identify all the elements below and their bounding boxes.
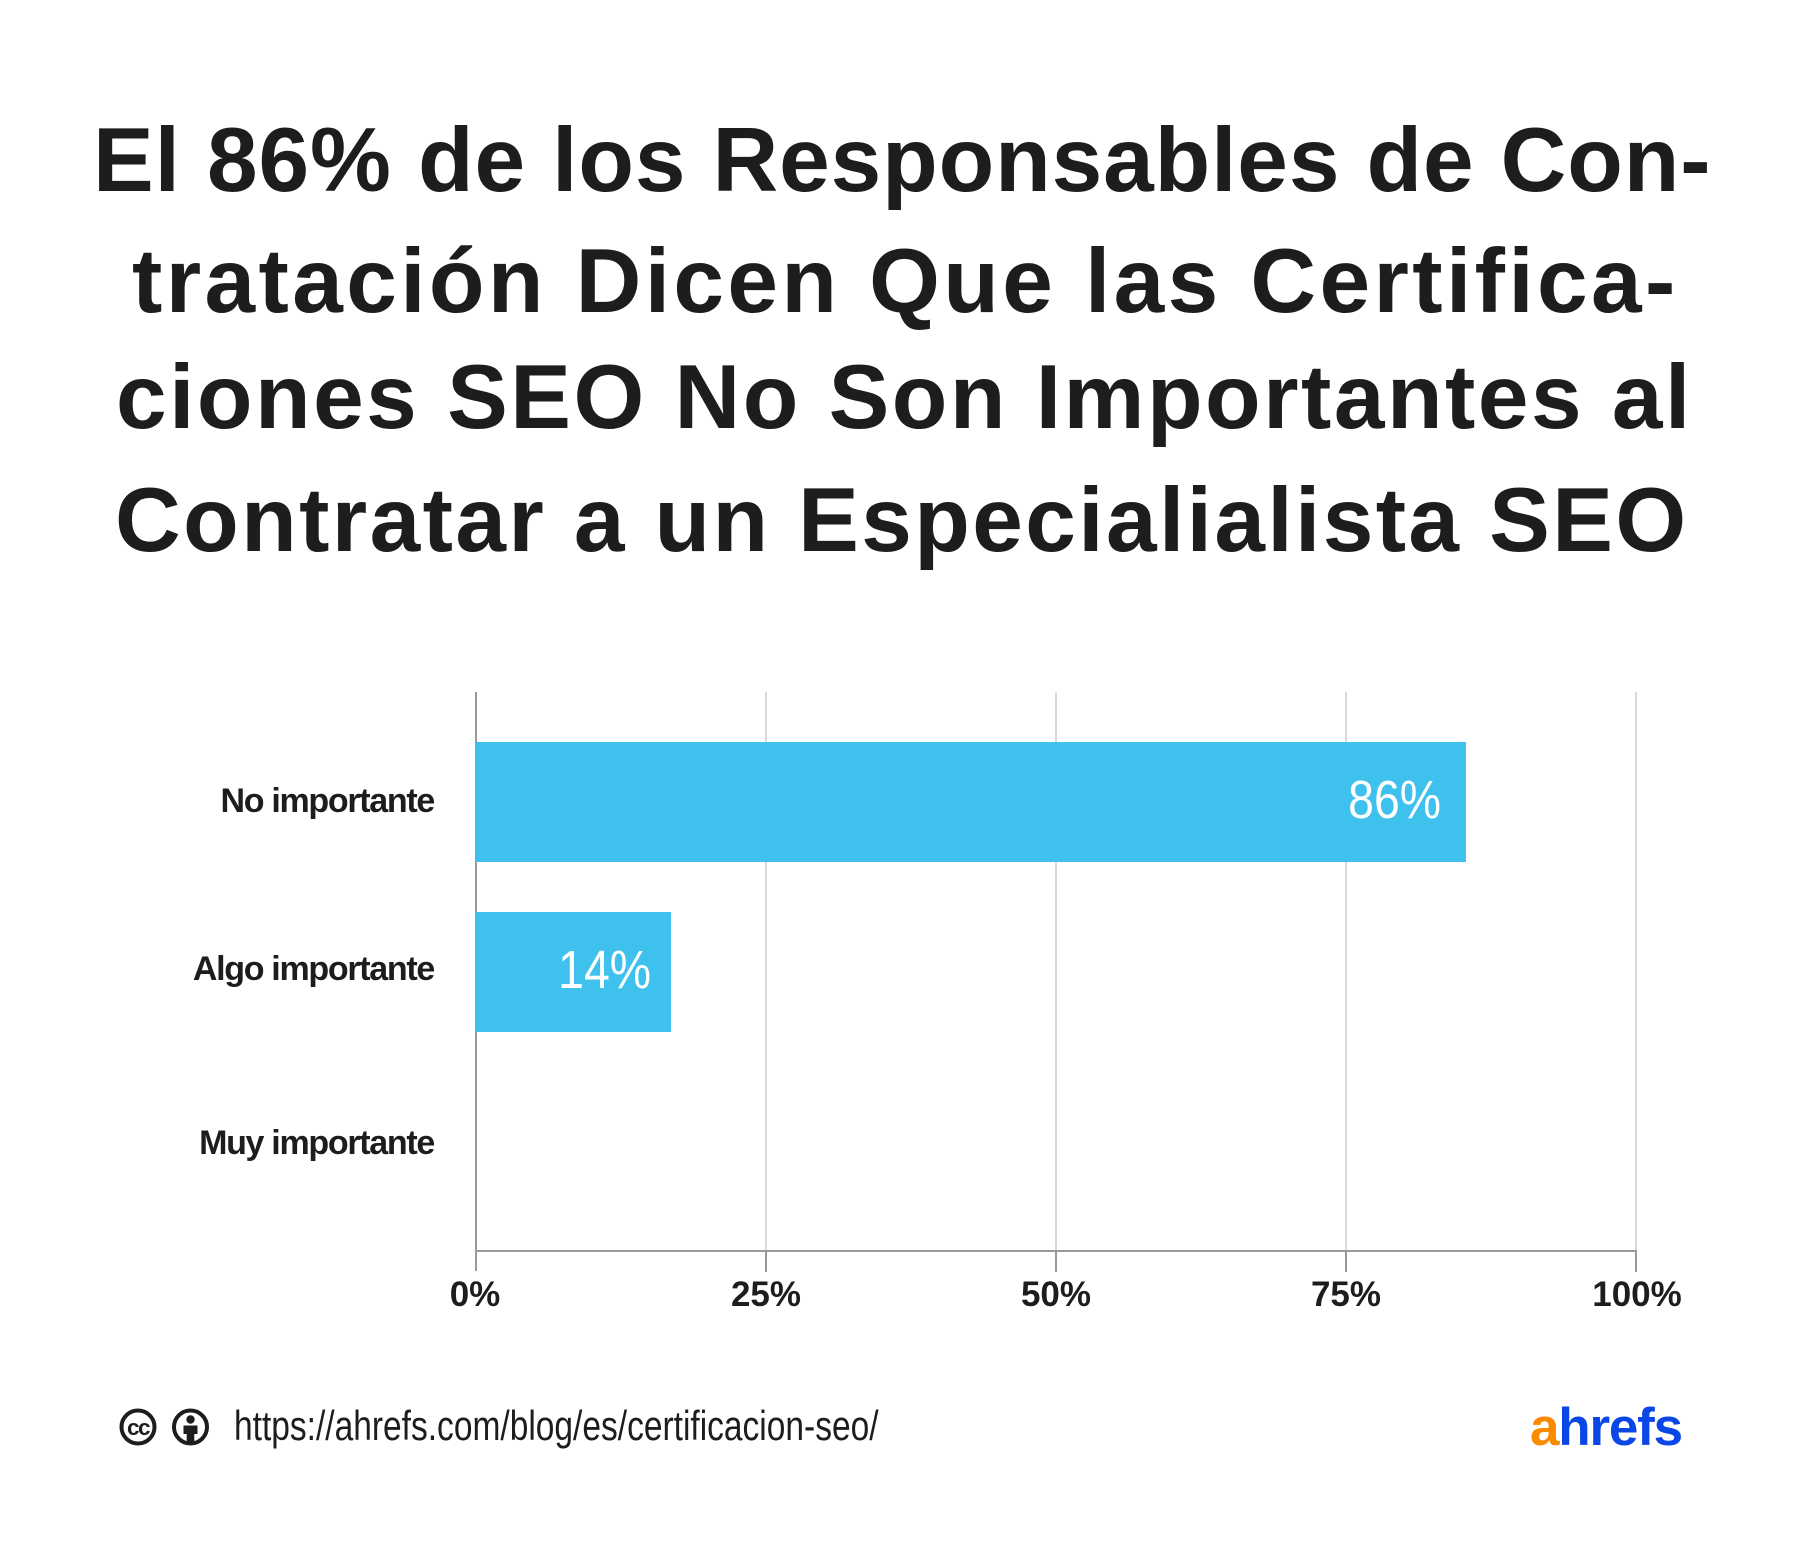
svg-text:cc: cc bbox=[127, 1415, 150, 1440]
